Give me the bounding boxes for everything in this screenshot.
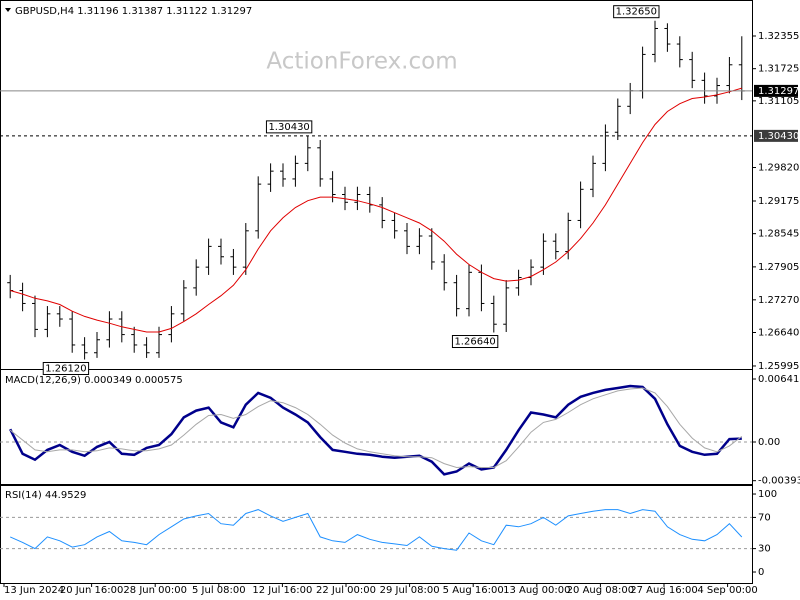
level-label-box (754, 129, 798, 142)
y-tick-label: 1.31725 (758, 64, 799, 75)
indicator-line (9, 387, 743, 469)
x-tick-label: 20 Jun 16:00 (60, 585, 124, 596)
x-tick-label: 13 Jun 2024 (4, 585, 64, 596)
indicator-line (9, 384, 742, 476)
indicator-line (10, 87, 742, 333)
macd-title: MACD(12,26,9) 0.000349 0.000575 (5, 375, 183, 386)
y-tick-label: 30 (758, 544, 771, 555)
y-tick-label: 1.29820 (758, 163, 799, 174)
y-tick-label: 0.00 (758, 437, 780, 448)
rsi-title: RSI(14) 44.9529 (5, 490, 86, 501)
indicator-line (9, 509, 743, 551)
annotation-box (265, 120, 313, 134)
current-price-box (754, 84, 798, 97)
annotation-label: 1.30430 (268, 122, 309, 133)
x-tick-label: 12 Jul 16:00 (252, 585, 312, 596)
y-tick-label: -0.003938 (758, 476, 800, 487)
menu-arrow (5, 8, 11, 12)
panel-frame (0, 369, 753, 486)
panel-frame (0, 484, 753, 584)
annotation-box (613, 5, 660, 19)
x-tick-label: 28 Jun 00:00 (123, 585, 187, 596)
watermark: ActionForex.com (266, 49, 457, 75)
level-label: 1.30430 (758, 131, 799, 142)
annotation-label: 1.32650 (616, 7, 657, 18)
y-tick-label: 0.006413 (758, 374, 800, 385)
x-tick-label: 5 Aug 16:00 (443, 585, 504, 596)
y-tick-label: 100 (758, 489, 777, 500)
y-tick-label: 1.27905 (758, 262, 799, 273)
y-tick-label: 1.29175 (758, 196, 799, 207)
x-tick-label: 20 Aug 08:00 (567, 585, 634, 596)
annotation-box (451, 335, 499, 349)
y-tick-label: 1.32355 (758, 31, 799, 42)
y-tick-label: 1.26640 (758, 328, 799, 339)
y-tick-label: 1.27270 (758, 295, 799, 306)
x-tick-label: 29 Jul 08:00 (380, 585, 440, 596)
x-tick-label: 22 Jul 00:00 (316, 585, 376, 596)
current-price-label: 1.31297 (758, 86, 799, 97)
x-tick-label: 27 Aug 16:00 (630, 585, 697, 596)
y-tick-label: 1.25995 (758, 361, 799, 372)
x-tick-label: 5 Jul 08:00 (192, 585, 246, 596)
y-tick-label: 1.31105 (758, 96, 799, 107)
chart-title: GBPUSD,H4 1.31196 1.31387 1.31122 1.3129… (15, 6, 252, 17)
annotation-label: 1.26640 (454, 337, 495, 348)
y-tick-label: 70 (758, 512, 771, 523)
annotation-label: 1.26120 (45, 363, 86, 374)
annotation-box (42, 361, 90, 375)
x-tick-label: 4 Sep 00:00 (697, 585, 757, 596)
y-tick-label: 0 (758, 567, 764, 578)
y-tick-label: 1.28545 (758, 229, 799, 240)
x-tick-label: 13 Aug 00:00 (503, 585, 570, 596)
